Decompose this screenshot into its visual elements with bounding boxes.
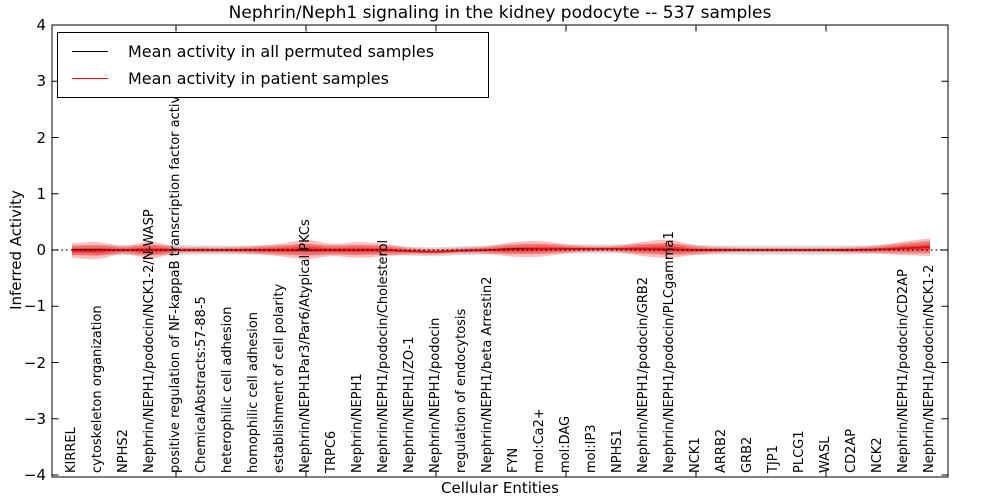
x-category-label: TJP1 (766, 445, 781, 473)
x-category-label: homophilic cell adhesion (246, 312, 261, 473)
x-category-label: mol:Ca2+ (532, 408, 547, 473)
x-category-label: mol:IP3 (584, 424, 599, 473)
y-tick-label: 2 (36, 128, 46, 147)
y-tick-label: −1 (23, 297, 46, 316)
x-category-label: NCK1 (688, 437, 703, 473)
x-category-label: Nephrin/NEPH1Par3/Par6/Atypical PKCs (298, 219, 313, 473)
x-category-label: FYN (506, 447, 521, 473)
patient-range-band-0 (72, 238, 930, 260)
x-category-label: Nephrin/NEPH1/podocin (428, 317, 443, 473)
legend-entry-permuted: Mean activity in all permuted samples (58, 42, 488, 61)
x-category-label: establishment of cell polarity (272, 283, 287, 473)
y-tick-label: 3 (36, 72, 46, 91)
patient-line-swatch (72, 78, 108, 80)
x-category-label: regulation of endocytosis (454, 308, 469, 473)
y-tick-label: 1 (36, 184, 46, 203)
y-tick-label: −2 (23, 353, 46, 372)
y-tick-label: −4 (23, 466, 46, 484)
x-category-label: CD2AP (844, 428, 859, 473)
y-tick-label: 4 (36, 16, 46, 34)
x-category-label: TRPC6 (324, 430, 339, 473)
permuted-line-swatch (72, 50, 108, 52)
axes-spines (51, 24, 949, 478)
x-category-label: KIRREL (64, 427, 79, 473)
x-category-label: PLCG1 (792, 430, 807, 473)
x-category-label: Nephrin/NEPH1/podocin/NCK1-2 (922, 264, 937, 473)
y-tick-label: 0 (36, 241, 46, 259)
y-tick-label: −3 (23, 409, 46, 428)
x-category-label: Nephrin/NEPH1/beta Arrestin2 (480, 276, 495, 474)
patient-mean-line (71, 246, 931, 253)
x-category-label: ChemicalAbstracts:57-88-5 (194, 296, 209, 473)
legend-entry-patient: Mean activity in patient samples (58, 69, 488, 88)
legend-label-patient: Mean activity in patient samples (128, 69, 389, 89)
x-category-label: GRB2 (740, 436, 755, 473)
x-category-label: ARRB2 (714, 428, 729, 473)
x-category-label: Nephrin/NEPH1 (350, 373, 365, 473)
x-category-label: mol:DAG (558, 415, 573, 473)
legend-label-permuted: Mean activity in all permuted samples (128, 41, 435, 61)
permuted-range-band (72, 240, 930, 257)
x-category-label: NPHS1 (610, 429, 625, 473)
x-category-label: Nephrin/NEPH1/podocin/CD2AP (896, 269, 911, 473)
x-category-label: positive regulation of NF-kappaB transcr… (168, 79, 183, 473)
x-category-label: Nephrin/NEPH1/podocin/GRB2 (636, 276, 651, 473)
x-category-label: cytoskeleton organization (90, 305, 105, 473)
x-category-label: Nephrin/NEPH1/ZO-1 (402, 336, 417, 473)
x-category-label: Nephrin/NEPH1/podocin/Cholesterol (376, 239, 391, 473)
x-axis-label: Cellular Entities (441, 479, 559, 497)
x-category-label: NCK2 (870, 437, 885, 473)
x-category-label: Nephrin/NEPH1/podocin/NCK1-2/N-WASP (142, 209, 157, 473)
legend: Mean activity in all permuted samples Me… (57, 32, 489, 98)
x-category-label: heterophilic cell adhesion (220, 306, 235, 474)
x-category-label: WASL (818, 436, 833, 473)
chart-title: Nephrin/Neph1 signaling in the kidney po… (228, 3, 772, 23)
x-category-label: Nephrin/NEPH1/podocin/PLCgamma1 (662, 231, 677, 473)
x-category-label: NPHS2 (116, 429, 131, 473)
